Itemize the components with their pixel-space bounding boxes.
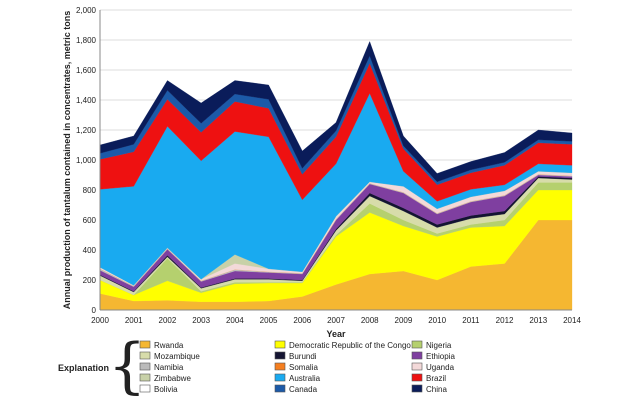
x-tick-label: 2012: [496, 316, 514, 325]
x-tick-label: 2010: [428, 316, 446, 325]
x-tick-label: 2004: [226, 316, 244, 325]
legend-label-zimbabwe: Zimbabwe: [154, 374, 191, 383]
x-tick-label: 2006: [293, 316, 311, 325]
legend-swatch-canada: [274, 384, 286, 393]
legend-swatch-ethiopia: [411, 351, 423, 360]
x-tick-label: 2007: [327, 316, 345, 325]
y-tick-label: 1,200: [76, 126, 97, 135]
y-tick-label: 0: [92, 306, 97, 315]
x-tick-label: 2002: [159, 316, 177, 325]
y-axis-title: Annual production of tantalum contained …: [62, 11, 72, 310]
x-tick-label: 2013: [529, 316, 547, 325]
x-tick-label: 2000: [91, 316, 109, 325]
legend-swatch-rwanda: [139, 340, 151, 349]
x-tick-label: 2001: [125, 316, 143, 325]
y-tick-label: 800: [83, 186, 97, 195]
legend-swatch-zimbabwe: [139, 373, 151, 382]
legend-swatch-namibia: [139, 362, 151, 371]
x-tick-label: 2009: [395, 316, 413, 325]
y-tick-label: 600: [83, 216, 97, 225]
legend-label-burundi: Burundi: [289, 352, 317, 361]
y-tick-label: 1,400: [76, 96, 97, 105]
legend-swatch-democratic-republic-of-the-congo: [274, 340, 286, 349]
area-series-group: [99, 41, 573, 311]
y-tick-label: 2,000: [76, 6, 97, 15]
y-tick-label: 400: [83, 246, 97, 255]
x-tick-label: 2008: [361, 316, 379, 325]
legend-label-uganda: Uganda: [426, 363, 455, 372]
legend-label-mozambique: Mozambique: [154, 352, 200, 361]
legend-label-namibia: Namibia: [154, 363, 184, 372]
legend-label-brazil: Brazil: [426, 374, 446, 383]
legend-label-democratic-republic-of-the-congo: Democratic Republic of the Congo: [289, 341, 411, 350]
legend-swatch-brazil: [411, 373, 423, 382]
legend: Explanation { RwandaMozambiqueNamibiaZim…: [58, 331, 455, 401]
y-tick-label: 1,800: [76, 36, 97, 45]
legend-swatch-bolivia: [139, 384, 151, 393]
x-tick-label: 2003: [192, 316, 210, 325]
legend-swatch-mozambique: [139, 351, 151, 360]
legend-label-ethiopia: Ethiopia: [426, 352, 455, 361]
legend-label-china: China: [426, 385, 447, 394]
legend-swatch-somalia: [274, 362, 286, 371]
legend-label-canada: Canada: [289, 385, 318, 394]
legend-label-somalia: Somalia: [289, 363, 318, 372]
x-tick-label: 2014: [563, 316, 581, 325]
legend-swatch-australia: [274, 373, 286, 382]
legend-swatch-china: [411, 384, 423, 393]
axes: 0 200 400 600 800 1,000 1,200 1,400 1,600 1,800 2,…: [76, 6, 581, 325]
legend-label-nigeria: Nigeria: [426, 341, 452, 350]
legend-label-rwanda: Rwanda: [154, 341, 184, 350]
legend-swatch-uganda: [411, 362, 423, 371]
legend-label-australia: Australia: [289, 374, 321, 383]
x-tick-label: 2005: [260, 316, 278, 325]
legend-title: Explanation: [58, 363, 109, 373]
y-tick-label: 200: [83, 276, 97, 285]
x-tick-label: 2011: [462, 316, 480, 325]
legend-swatch-nigeria: [411, 340, 423, 349]
area-china: [99, 41, 573, 182]
y-tick-label: 1,000: [76, 156, 97, 165]
legend-label-bolivia: Bolivia: [154, 385, 178, 394]
y-tick-label: 1,600: [76, 66, 97, 75]
x-axis-title: Year: [326, 329, 346, 339]
legend-swatch-burundi: [274, 351, 286, 360]
